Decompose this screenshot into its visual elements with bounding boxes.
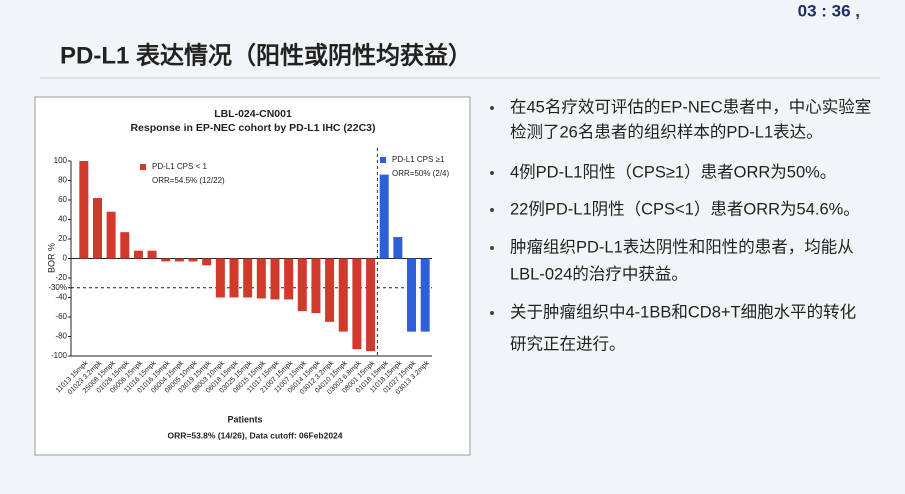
bar [393,237,403,259]
bar [215,258,225,298]
legend-swatch [380,157,386,163]
y-tick-label: 40 [58,215,67,224]
bar [147,250,157,259]
bullet-text: 在45名疗效可评估的EP-NEC患者中，中心实验室 [510,97,871,116]
bullet-text: 检测了26名患者的组织样本的PD-L1表达。 [510,122,823,141]
bullet-text: 关于肿瘤组织中4-1BB和CD8+T细胞水平的转化 [510,302,856,321]
bar [92,198,102,259]
bar [297,258,307,312]
bar [352,258,362,350]
footnote: ORR=53.8% (14/26), Data cutoff: 06Feb202… [167,430,342,440]
clock: 03 : 36 , [798,1,860,20]
bar [284,258,294,300]
bullet-list: 在45名疗效可评估的EP-NEC患者中，中心实验室检测了26名患者的组织样本的P… [490,97,871,353]
bar [270,258,280,300]
slide-title: PD-L1 表达情况（阳性或阴性均获益） [60,41,472,69]
bar [325,258,335,322]
bullet-text: 肿瘤组织PD-L1表达阴性和阳性的患者，均能从 [510,237,854,256]
bar [229,258,239,298]
y-tick-label: -20 [55,273,67,282]
bullet-dot [490,171,494,175]
bar [366,258,376,352]
chart-subtitle: Response in EP-NEC cohort by PD-L1 IHC (… [130,122,375,134]
bar [420,258,430,332]
y-axis-label: BOR % [46,243,56,273]
bullet-text: LBL-024的治疗中获益。 [510,264,688,283]
legend-label: PD-L1 CPS < 1 [152,162,207,171]
bullet-dot [490,208,494,212]
bar [311,258,321,314]
y-tick-label: 20 [58,234,67,243]
bar [256,258,266,299]
bar [161,258,171,262]
legend-note: ORR=54.5% (12/22) [152,176,225,185]
bullet-text: 4例PD-L1阳性（CPS≥1）患者ORR为50%。 [510,162,836,181]
bullet-dot [490,246,494,250]
bar [407,258,417,332]
legend-swatch [140,164,146,170]
bullet-dot [490,106,494,110]
y-tick-label: -100 [51,351,68,360]
chart: LBL-024-CN001 Response in EP-NEC cohort b… [46,108,449,440]
bar [379,174,389,259]
bar [202,258,212,266]
y-tick-label: -80 [55,332,67,341]
bullet-text: 研究正在进行。 [510,334,626,353]
bullet-text: 22例PD-L1阴性（CPS<1）患者ORR为54.6%。 [510,199,860,218]
y-tick-label: 0 [63,254,68,263]
x-axis-label: Patients [227,414,262,424]
y-tick-label: -30% [48,283,67,292]
chart-box [34,96,471,456]
bar [106,211,116,259]
legend-note: ORR=50% (2/4) [392,169,449,178]
bar [120,232,130,259]
y-tick-label: -60 [55,312,67,321]
y-tick-label: 100 [54,156,68,165]
bar [243,258,253,298]
legend-label: PD-L1 CPS ≥1 [392,155,445,164]
bar [133,250,143,259]
y-tick-label: 80 [58,176,67,185]
y-tick-label: 60 [58,195,67,204]
bar [188,258,198,262]
bar [338,258,348,332]
y-tick-label: -40 [55,293,67,302]
chart-title: LBL-024-CN001 [214,108,292,120]
bullet-dot [490,311,494,315]
bar [174,258,184,262]
bar [79,161,89,259]
